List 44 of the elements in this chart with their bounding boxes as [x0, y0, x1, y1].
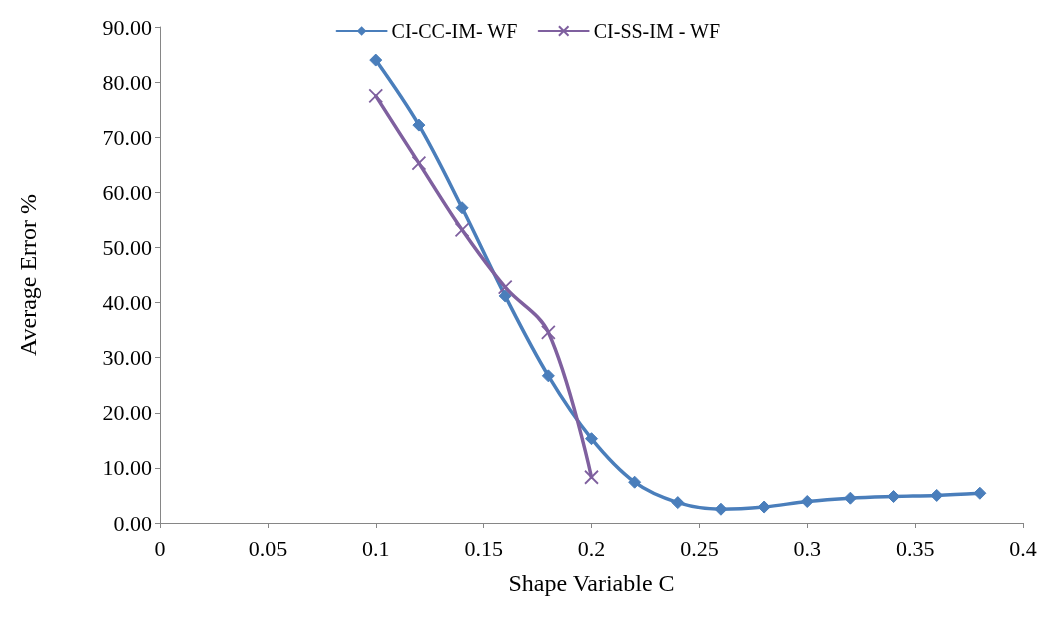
x-tick-label: 0.15: [464, 535, 503, 561]
y-tick-label: 90.00: [102, 14, 152, 40]
x-tick-label: 0.1: [362, 535, 390, 561]
point: [930, 488, 944, 502]
point: [757, 500, 771, 514]
point: [800, 495, 814, 509]
legend-label: CI-SS-IM - WF: [593, 20, 721, 42]
x-tick-label: 0: [154, 535, 166, 561]
point: [412, 118, 426, 132]
y-tick-label: 60.00: [102, 179, 152, 205]
point: [628, 475, 642, 489]
point: [973, 486, 987, 500]
point: [540, 324, 556, 340]
point: [843, 491, 857, 505]
x-axis-title: Shape Variable C: [508, 570, 675, 596]
x-tick-label: 0.35: [895, 535, 935, 561]
y-tick-label: 70.00: [102, 124, 152, 150]
y-axis-title: Average Error %: [15, 193, 41, 357]
y-tick-label: 0.00: [113, 510, 152, 536]
point: [368, 88, 384, 104]
point: [671, 496, 685, 510]
point: [498, 289, 512, 303]
point: [541, 369, 555, 383]
y-tick-label: 30.00: [102, 345, 152, 371]
point: [455, 201, 469, 215]
point: [497, 279, 513, 295]
point: [714, 502, 728, 516]
point: [585, 432, 598, 446]
x-tick-label: 0.3: [793, 535, 821, 561]
point: [411, 155, 427, 171]
x-tick-label: 0.4: [1009, 535, 1037, 561]
legend-label: CI-CC-IM- WF: [391, 20, 518, 42]
point: [887, 490, 901, 504]
y-tick-label: 50.00: [102, 234, 152, 260]
y-tick-label: 40.00: [102, 290, 152, 316]
x-tick-label: 0.05: [248, 535, 288, 561]
x-tick-label: 0.25: [680, 535, 719, 561]
y-tick-label: 20.00: [102, 400, 152, 426]
point: [584, 469, 599, 485]
y-tick-label: 80.00: [102, 69, 152, 95]
point: [369, 53, 383, 67]
y-tick-label: 10.00: [102, 455, 152, 481]
point: [454, 222, 470, 238]
x-tick-label: 0.2: [577, 535, 606, 561]
